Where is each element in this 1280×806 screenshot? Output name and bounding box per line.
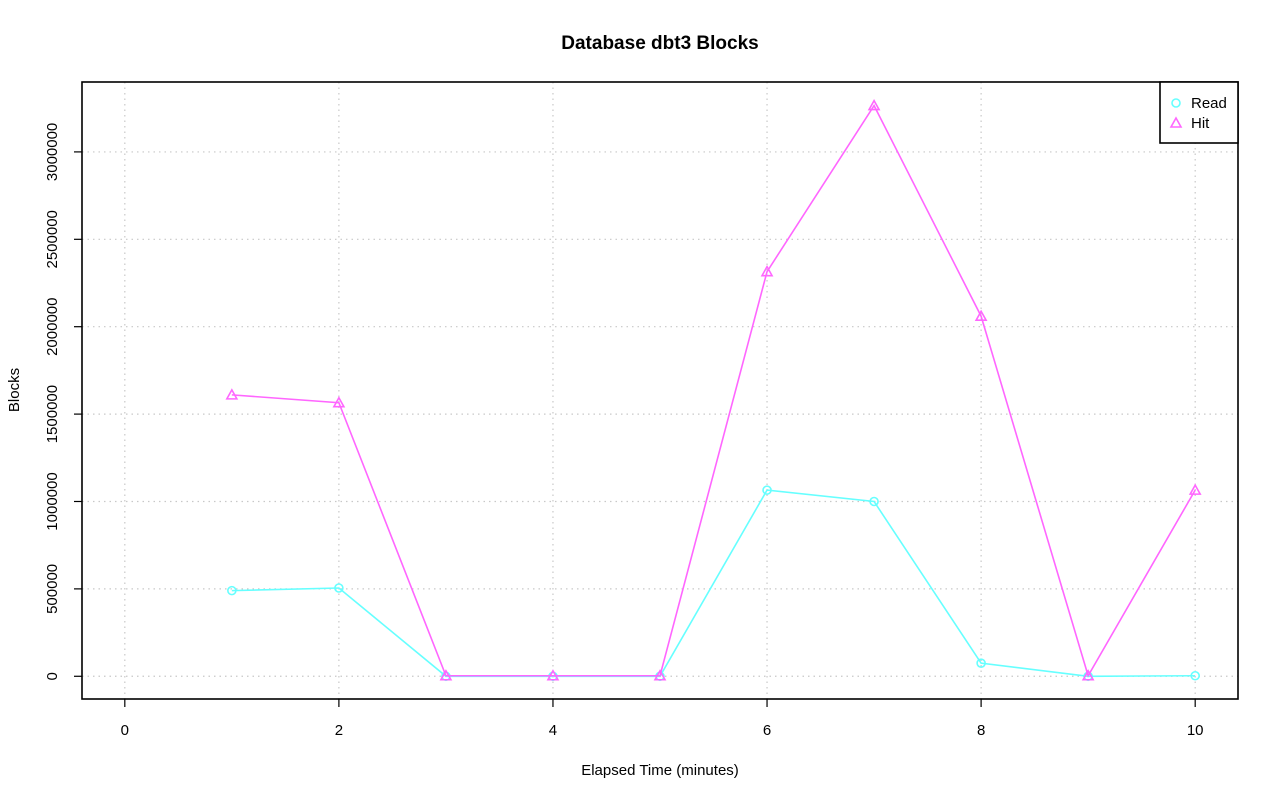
y-tick-label: 500000 <box>44 564 61 614</box>
data-point-hit <box>1081 669 1095 681</box>
y-tick-label: 0 <box>44 672 61 680</box>
legend-marker-hit <box>1169 116 1183 128</box>
data-point-hit <box>225 388 239 400</box>
legend-box <box>1159 81 1239 144</box>
y-axis-label: Blocks <box>6 368 23 412</box>
chart-title: Database dbt3 Blocks <box>561 33 758 54</box>
series-line-read <box>231 489 1196 678</box>
data-point-read <box>976 658 986 668</box>
data-point-hit <box>867 98 881 111</box>
grid <box>82 82 1238 699</box>
plot-frame <box>81 81 1239 700</box>
y-tick-label: 3000000 <box>44 123 61 181</box>
series-group <box>225 98 1202 682</box>
data-point-hit <box>439 669 453 681</box>
data-point-hit <box>546 669 560 681</box>
y-tick-label: 1500000 <box>44 385 61 443</box>
x-tick-label: 0 <box>121 722 129 739</box>
data-point-hit <box>653 669 667 681</box>
x-tick-label: 10 <box>1187 722 1204 739</box>
x-tick-label: 4 <box>549 722 557 739</box>
data-point-hit <box>974 309 988 322</box>
legend-label-hit: Hit <box>1191 115 1210 132</box>
x-tick-label: 2 <box>335 722 343 739</box>
legend-marker-read <box>1171 98 1181 108</box>
data-point-read <box>762 485 772 495</box>
y-tick-label: 2500000 <box>44 210 61 268</box>
data-point-read <box>334 583 344 593</box>
y-tick-label: 1000000 <box>44 472 61 530</box>
series-line-hit <box>231 103 1196 678</box>
data-point-hit <box>760 264 774 277</box>
data-point-read <box>227 585 237 596</box>
data-point-hit <box>1188 483 1202 495</box>
x-axis-label: Elapsed Time (minutes) <box>581 762 739 779</box>
axis-ticks: 0 2 4 6 8 10 0 500000 1000000 1500000 2000000 25000… <box>44 123 1204 739</box>
data-point-read <box>1190 670 1200 681</box>
series-hit <box>225 98 1202 681</box>
data-point-hit <box>332 396 346 408</box>
data-point-read <box>869 496 879 507</box>
x-tick-label: 8 <box>977 722 985 739</box>
legend-label-read: Read <box>1191 95 1227 112</box>
y-tick-label: 2000000 <box>44 297 61 355</box>
series-read <box>227 485 1200 682</box>
legend: Read Hit <box>1159 81 1239 144</box>
x-tick-label: 6 <box>763 722 771 739</box>
